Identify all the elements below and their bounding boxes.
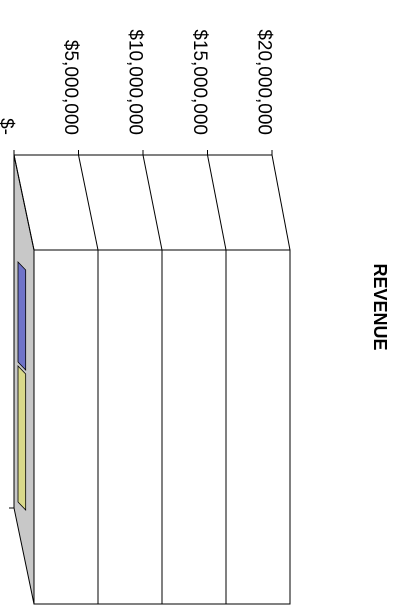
tick-label: $20,000,000 xyxy=(254,29,275,135)
tick-labels: $- $5,000,000 $10,000,000 $15,000,000 $20,00… xyxy=(0,29,275,135)
tick-label: $10,000,000 xyxy=(125,29,146,135)
tick-label: $5,000,000 xyxy=(60,40,81,135)
chart-title: REVENUE xyxy=(370,263,390,350)
bar-series-1 xyxy=(17,261,27,371)
top-gridline xyxy=(271,154,291,251)
plot-area xyxy=(9,150,291,605)
bar-series-2 xyxy=(17,365,27,511)
bars xyxy=(17,261,27,511)
top-gridline xyxy=(78,154,99,251)
tick-label: $15,000,000 xyxy=(189,29,210,135)
tick-label: $- xyxy=(0,118,17,135)
top-gridline xyxy=(13,154,35,251)
top-gridline xyxy=(207,154,227,251)
top-gridline xyxy=(142,154,163,251)
